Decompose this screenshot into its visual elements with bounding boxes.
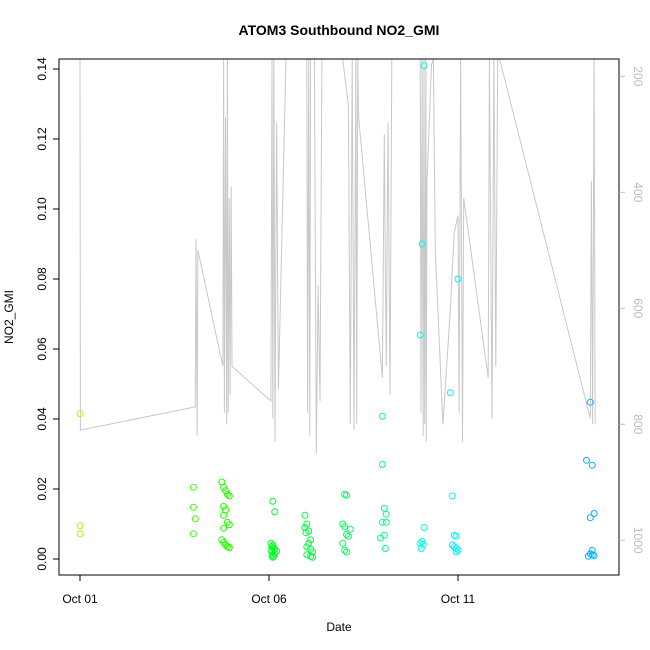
pressure-trace-line: [79, 58, 596, 454]
data-point: [273, 547, 281, 555]
data-point: [588, 461, 596, 469]
data-point: [189, 530, 197, 538]
data-point: [419, 540, 427, 548]
y-tick-label: 0.10: [35, 197, 49, 221]
data-point: [220, 511, 228, 519]
data-point: [382, 518, 390, 526]
data-point: [305, 539, 313, 547]
data-point: [452, 545, 460, 552]
data-point: [302, 529, 310, 537]
data-point: [225, 521, 233, 529]
data-point: [309, 553, 316, 561]
data-point: [452, 548, 460, 556]
y-right-tick-label: 400: [631, 182, 645, 202]
data-point: [341, 523, 349, 531]
data-point: [381, 545, 389, 552]
data-point: [269, 548, 277, 556]
data-point: [416, 331, 424, 339]
x-axis: Oct 01 Oct 06 Oct 11: [62, 574, 476, 606]
data-point: [452, 532, 460, 540]
data-point: [378, 518, 386, 526]
data-point: [583, 456, 590, 464]
data-point: [225, 544, 233, 551]
data-point: [301, 524, 309, 531]
data-point: [76, 410, 84, 418]
data-point: [416, 539, 424, 547]
y-right-tick-label: 800: [631, 414, 645, 434]
plot-frame: [58, 58, 620, 576]
y-right-tick-label: 1000: [631, 527, 645, 554]
data-point: [220, 503, 228, 510]
data-point: [343, 548, 350, 556]
data-point: [418, 240, 426, 248]
data-point: [76, 522, 84, 530]
data-point: [189, 483, 197, 491]
x-tick-label: Oct 06: [251, 592, 287, 606]
data-point: [343, 491, 350, 499]
data-point: [307, 536, 315, 544]
chart-title: ATOM3 Southbound NO2_GMI: [239, 22, 440, 38]
data-point: [448, 492, 456, 500]
data-point: [76, 530, 84, 538]
data-point: [189, 503, 197, 511]
data-point: [309, 548, 316, 556]
data-point: [377, 534, 384, 542]
x-tick-label: Oct 01: [62, 592, 98, 606]
data-point: [380, 504, 388, 512]
data-point: [303, 520, 311, 528]
y-axis-right: 200 400 600 800 1000: [619, 66, 645, 554]
data-point: [346, 525, 354, 533]
x-tick-label: Oct 11: [441, 592, 476, 606]
y-tick-label: 0.12: [35, 127, 49, 151]
y-right-tick-label: 200: [631, 66, 645, 86]
pressure-trace-layer: [79, 58, 596, 454]
data-point: [222, 487, 229, 495]
data-point: [586, 398, 594, 406]
data-point: [191, 515, 199, 523]
data-point: [448, 541, 456, 549]
data-point: [220, 483, 228, 491]
data-point: [343, 531, 350, 538]
data-point: [225, 492, 233, 500]
data-point: [341, 546, 349, 554]
data-point: [303, 543, 311, 551]
x-axis-label: Date: [326, 620, 352, 634]
data-points-layer: [76, 62, 598, 561]
data-point: [420, 62, 428, 69]
data-point: [454, 546, 462, 554]
data-point: [586, 514, 594, 522]
data-point: [220, 524, 228, 532]
data-point: [382, 510, 390, 518]
y-tick-label: 0.14: [35, 57, 49, 81]
data-point: [271, 508, 279, 516]
data-point: [417, 545, 425, 552]
data-point: [584, 552, 592, 560]
data-point: [269, 497, 277, 505]
y-tick-label: 0.00: [35, 547, 49, 571]
y-axis-left: 0.00 0.02 0.04 0.06 0.08 0.10 0.12 0.14: [35, 57, 59, 571]
data-point: [223, 490, 231, 498]
data-point: [420, 524, 428, 531]
data-point: [301, 511, 309, 519]
y-right-tick-label: 600: [631, 298, 645, 318]
y-tick-label: 0.08: [35, 267, 49, 291]
data-point: [590, 510, 598, 517]
data-point: [339, 539, 347, 547]
data-point: [270, 552, 277, 560]
y-tick-label: 0.04: [35, 407, 49, 431]
data-point: [378, 412, 386, 420]
data-point: [446, 389, 454, 397]
data-point: [454, 275, 462, 283]
y-tick-label: 0.06: [35, 337, 49, 361]
y-tick-label: 0.02: [35, 477, 49, 501]
y-axis-label: NO2_GMI: [2, 290, 16, 344]
data-point: [303, 551, 311, 559]
data-point: [344, 532, 352, 540]
data-point: [378, 461, 386, 468]
data-point: [269, 553, 277, 561]
